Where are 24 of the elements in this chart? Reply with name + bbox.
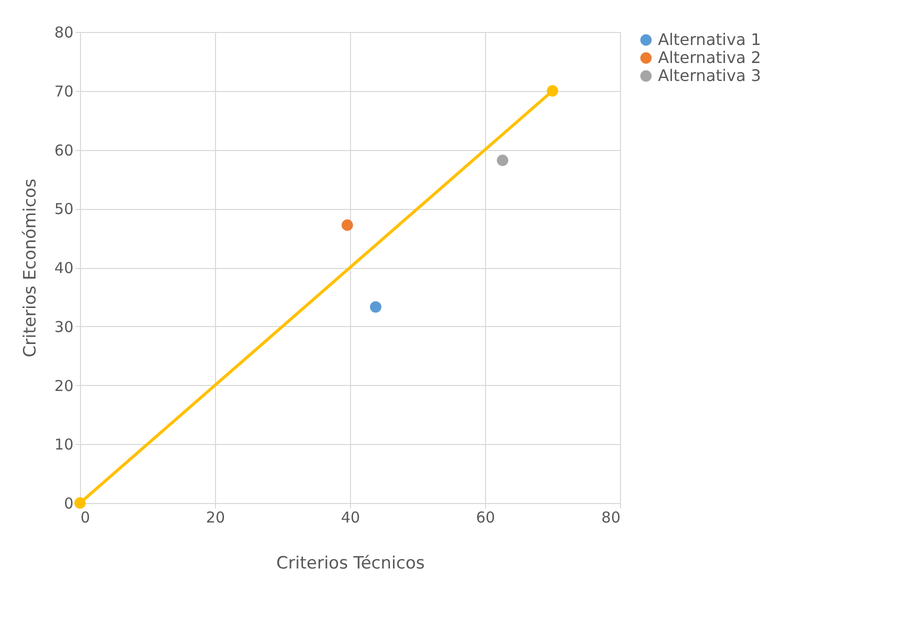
y-tick-label: 10 bbox=[54, 436, 74, 454]
y-tick-label: 50 bbox=[54, 200, 74, 218]
x-tick-label: 0 bbox=[80, 508, 90, 526]
y-tick-label: 40 bbox=[54, 259, 74, 277]
legend-label: Alternativa 2 bbox=[658, 48, 762, 67]
x-tick-label: 80 bbox=[601, 508, 620, 526]
y-tick-label: 60 bbox=[54, 141, 74, 160]
y-tick-label: 20 bbox=[54, 376, 74, 395]
y-tick-label: 0 bbox=[64, 494, 74, 512]
y-tick-label: 80 bbox=[54, 24, 74, 42]
point bbox=[74, 497, 86, 509]
x-tick-label: 60 bbox=[476, 508, 496, 526]
legend-label: Alternativa 3 bbox=[658, 66, 762, 85]
point bbox=[342, 219, 353, 231]
x-tick-label: 20 bbox=[206, 508, 226, 526]
legend-label: Alternativa 1 bbox=[658, 30, 762, 49]
point bbox=[496, 154, 508, 166]
point bbox=[370, 301, 382, 313]
y-axis-title: Criterios Económicos bbox=[20, 178, 40, 358]
x-tick-label: 40 bbox=[340, 508, 360, 526]
y-tick-label: 70 bbox=[54, 82, 74, 100]
x-axis-title: Criterios Técnicos bbox=[276, 554, 425, 574]
y-tick-label: 30 bbox=[54, 318, 74, 336]
point bbox=[546, 85, 558, 97]
